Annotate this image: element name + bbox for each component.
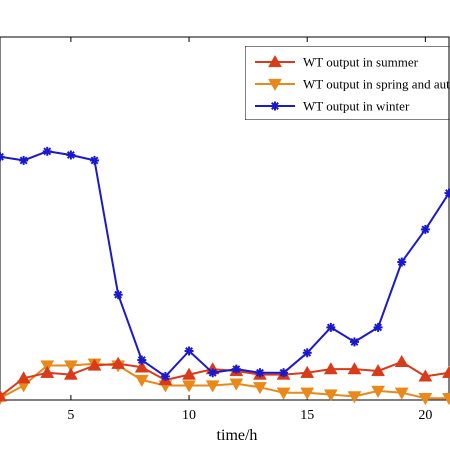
data-point	[420, 224, 430, 234]
data-point	[279, 368, 289, 378]
data-point	[442, 393, 450, 406]
data-point	[63, 360, 78, 373]
data-point	[394, 354, 409, 368]
series-3	[0, 146, 450, 381]
x-axis-ticks: 5 10 15 20	[67, 37, 432, 423]
data-point	[442, 365, 450, 378]
legend-label: WT output in summer	[303, 55, 419, 70]
x-tick-label: 10	[182, 408, 196, 423]
data-point	[323, 389, 338, 402]
data-point	[326, 322, 336, 332]
legend: WT output in summer WT output in spring a…	[245, 46, 450, 120]
data-point	[268, 78, 282, 92]
x-tick-label: 15	[300, 408, 314, 423]
data-point	[394, 387, 409, 400]
data-point	[113, 290, 123, 300]
data-point	[300, 387, 315, 400]
data-point	[134, 360, 149, 373]
data-point	[270, 101, 280, 111]
data-point	[371, 363, 386, 377]
data-point	[182, 367, 196, 380]
data-point	[418, 369, 433, 382]
data-point	[0, 389, 7, 402]
data-point	[0, 152, 5, 162]
x-axis-label: time/h	[217, 427, 258, 444]
data-point	[208, 368, 218, 378]
data-point	[373, 322, 383, 332]
plot-area-border	[0, 36, 450, 401]
data-point	[323, 362, 338, 375]
legend-entry: WT output in spring and autumn	[255, 77, 450, 92]
data-point	[268, 54, 282, 68]
data-point	[40, 365, 55, 378]
data-point	[349, 337, 359, 347]
legend-label: WT output in winter	[303, 99, 410, 114]
data-point	[255, 368, 265, 378]
data-point	[111, 356, 126, 369]
data-point	[347, 362, 362, 375]
data-point	[137, 355, 147, 365]
legend-label: WT output in spring and autumn	[303, 77, 450, 92]
data-point	[302, 348, 312, 358]
series-layer	[0, 146, 450, 406]
data-point	[231, 364, 241, 374]
legend-entry: WT output in winter	[255, 99, 410, 114]
data-point	[182, 380, 196, 393]
data-point	[444, 188, 450, 198]
data-point	[205, 380, 220, 393]
data-point	[184, 346, 194, 356]
plot-frame	[0, 36, 450, 401]
data-point	[90, 155, 100, 165]
data-point	[418, 393, 433, 406]
data-point	[19, 155, 29, 165]
data-point	[371, 385, 386, 398]
data-point	[253, 382, 267, 395]
data-point	[229, 378, 244, 391]
data-point	[300, 365, 315, 378]
data-point	[87, 358, 102, 371]
data-point	[397, 257, 407, 267]
data-point	[66, 150, 76, 160]
data-point	[134, 374, 149, 388]
x-tick-label: 20	[418, 408, 432, 423]
data-point	[276, 387, 291, 400]
x-tick-label: 5	[67, 408, 74, 423]
data-point	[160, 371, 170, 381]
legend-entry: WT output in summer	[255, 55, 419, 70]
data-point	[42, 146, 52, 156]
data-point	[63, 367, 78, 380]
data-point	[347, 391, 362, 404]
data-point	[16, 371, 31, 384]
